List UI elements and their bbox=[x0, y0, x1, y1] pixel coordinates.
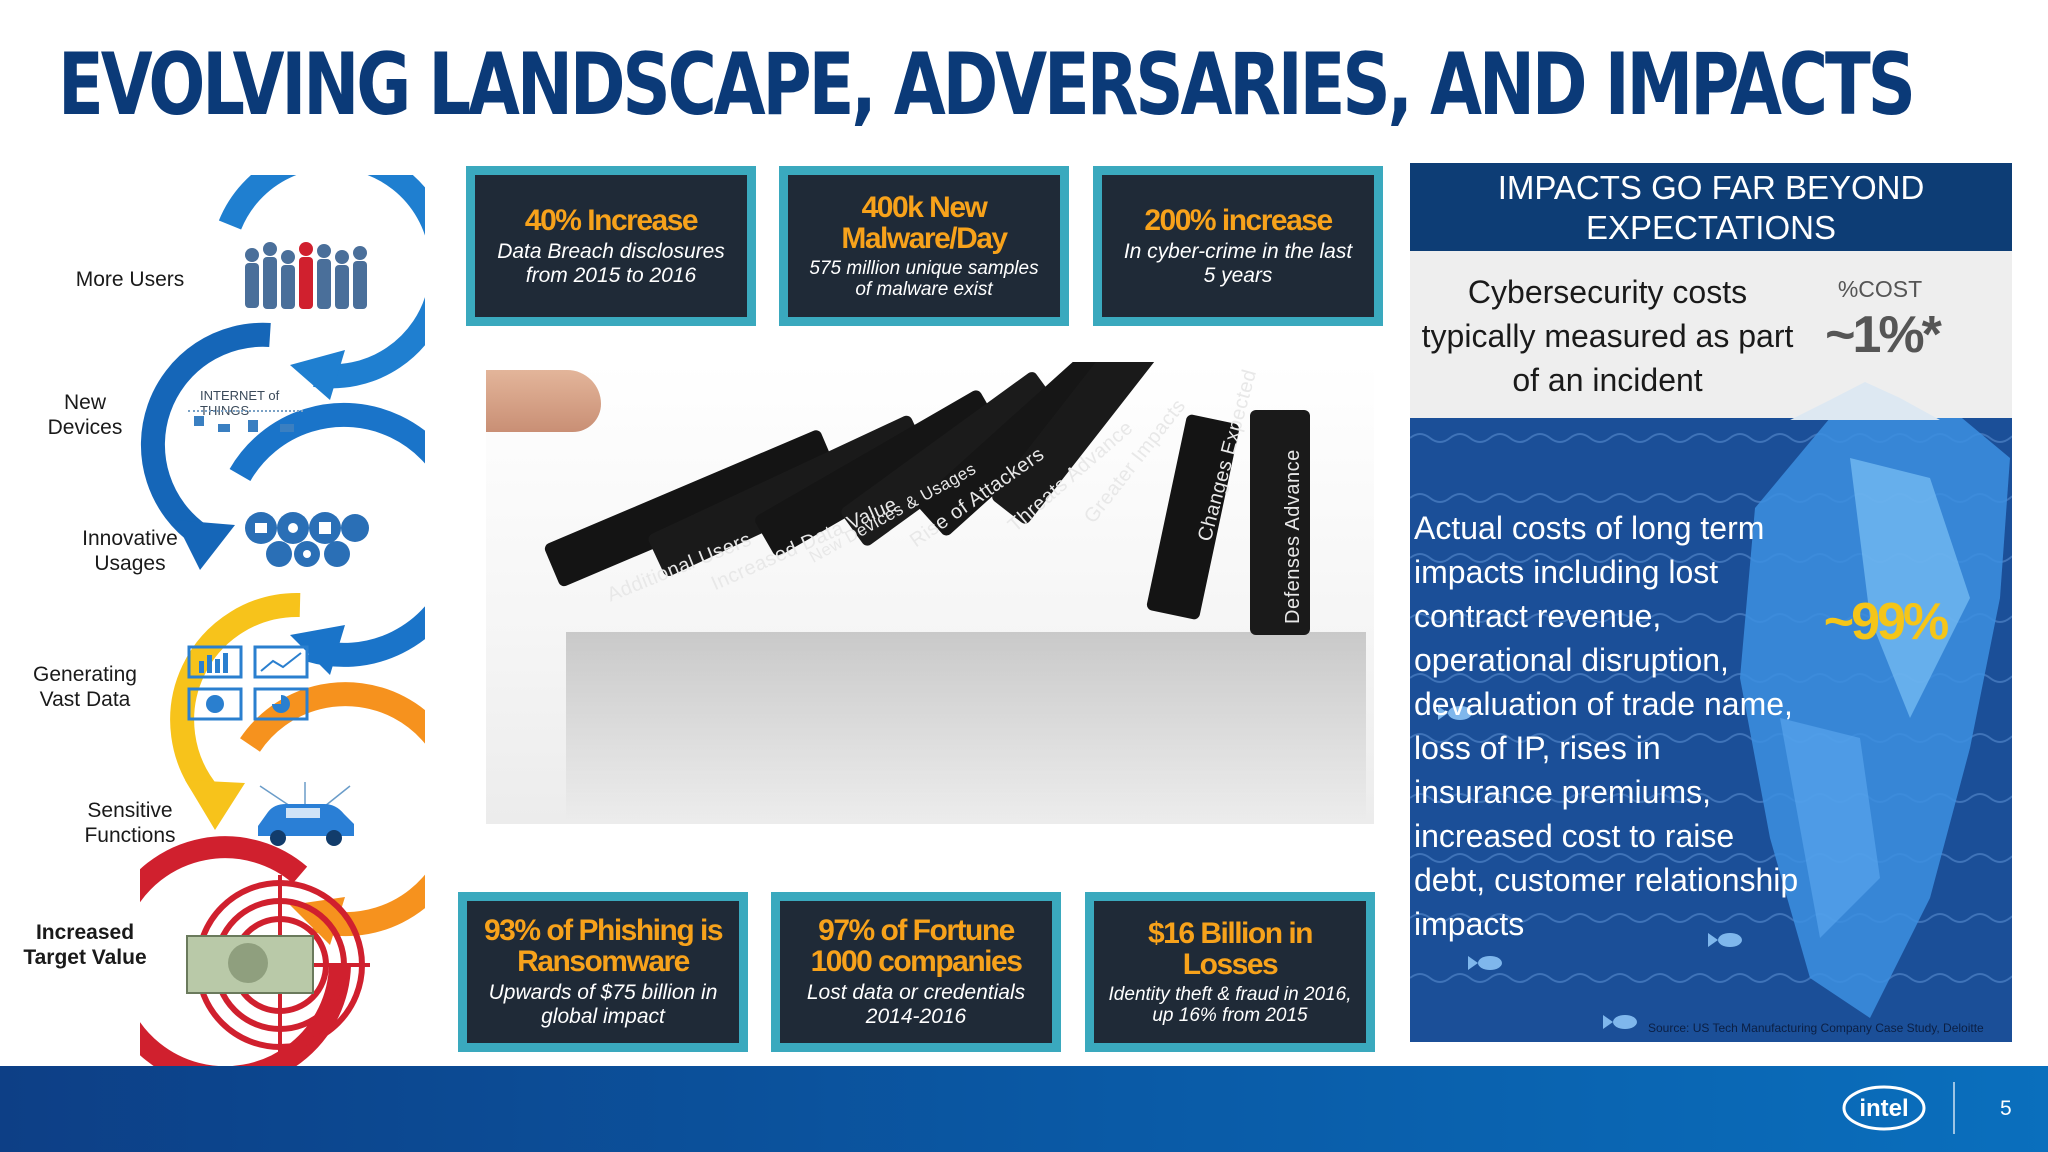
sea-background bbox=[1410, 418, 2012, 1042]
flow-arrow-head-1 bbox=[290, 350, 345, 400]
footer-divider bbox=[1953, 1082, 1955, 1134]
finger-shape bbox=[486, 370, 601, 432]
stat-card-headline: 97% of Fortune 1000 companies bbox=[810, 914, 1023, 978]
stat-card-cybercrime: 200% increase In cyber-crime in the last… bbox=[1093, 166, 1383, 326]
flow-label-sensitive-functions: Sensitive Functions bbox=[84, 799, 176, 847]
iceberg-tip bbox=[1790, 382, 1940, 420]
flow-label-increased-target-value: Increased Target Value bbox=[23, 921, 147, 969]
domino-8 bbox=[1250, 410, 1310, 635]
flow-arrow-4 bbox=[170, 592, 301, 803]
stat-card-subtext: In cyber-crime in the last 5 years bbox=[1123, 239, 1353, 287]
impact-header: IMPACTS GO FAR BEYOND EXPECTATIONS bbox=[1410, 163, 2012, 251]
stat-card-headline: 200% increase bbox=[1144, 203, 1333, 237]
flow-arrow-2 bbox=[140, 322, 271, 545]
flow-arrows bbox=[140, 175, 425, 1070]
flow-arrow-1 bbox=[218, 175, 425, 389]
cost-text: Cybersecurity costs typically measured a… bbox=[1421, 274, 1794, 398]
intel-logo-text: intel bbox=[1859, 1095, 1908, 1122]
stat-card-subtext: Data Breach disclosures from 2015 to 201… bbox=[497, 239, 725, 287]
stat-card-losses: $16 Billion in Losses Identity theft & f… bbox=[1085, 892, 1375, 1052]
stat-card-subtext: 575 million unique samples of malware ex… bbox=[809, 258, 1039, 300]
internet-of-things-icon: INTERNET of THINGS bbox=[188, 380, 303, 450]
domino-photo: Additional Users Increased Data Value Ne… bbox=[486, 362, 1374, 824]
footer-bar bbox=[0, 1066, 2048, 1152]
flow-arrow-head-5 bbox=[290, 897, 345, 945]
dollar-target-icon bbox=[186, 935, 314, 994]
cost-value: ~1%* bbox=[1825, 306, 1942, 364]
fish-icons bbox=[1438, 706, 1742, 1029]
stat-card-headline: 40% Increase bbox=[524, 203, 699, 237]
cost-label: %COST bbox=[1837, 276, 1923, 302]
flow-arrow-3 bbox=[229, 402, 425, 667]
long-term-impacts-text: Actual costs of long term impacts includ… bbox=[1414, 510, 1799, 942]
flow-label-generating-vast-data: Generating Vast Data bbox=[33, 663, 137, 711]
slide-title: EVOLVING LANDSCAPE, ADVERSARIES, AND IMP… bbox=[58, 35, 1916, 135]
stat-card-headline: 400k New Malware/Day bbox=[841, 191, 1008, 255]
stat-card-headline: $16 Billion in Losses bbox=[1147, 917, 1314, 981]
page-number: 5 bbox=[2000, 1097, 2012, 1120]
stat-card-subtext: Upwards of $75 billion in global impact bbox=[488, 981, 718, 1028]
crowd-icon bbox=[245, 242, 367, 309]
domino-label-defenses-advance: Defenses Advance bbox=[1282, 449, 1304, 624]
flow-label-new-devices: New Devices bbox=[47, 391, 123, 439]
flow-label-more-users: More Users bbox=[75, 268, 185, 291]
stat-card-subtext: Lost data or credentials 2014-2016 bbox=[806, 981, 1026, 1028]
stat-card-fortune: 97% of Fortune 1000 companies Lost data … bbox=[771, 892, 1061, 1052]
stat-card-headline: 93% of Phishing is Ransomware bbox=[483, 914, 724, 978]
stat-card-phishing: 93% of Phishing is Ransomware Upwards of… bbox=[458, 892, 748, 1052]
stat-card-malware: 400k New Malware/Day 575 million unique … bbox=[779, 166, 1069, 326]
domino-reflection bbox=[566, 632, 1366, 822]
source-note: Source: US Tech Manufacturing Company Ca… bbox=[1648, 1021, 1984, 1035]
flow-arrow-5 bbox=[240, 682, 425, 937]
data-monitors-icon bbox=[187, 645, 309, 721]
usage-circles-icon bbox=[245, 512, 369, 567]
wave-pattern bbox=[1410, 418, 2012, 1029]
stat-card-subtext: Identity theft & fraud in 2016, up 16% f… bbox=[1108, 984, 1352, 1026]
intel-logo: intel bbox=[1842, 1085, 1926, 1131]
connected-car-icon bbox=[258, 782, 354, 846]
flow-arrow-head-4 bbox=[185, 780, 245, 830]
cost-box bbox=[1410, 251, 2012, 418]
stat-card-breach: 40% Increase Data Breach disclosures fro… bbox=[466, 166, 756, 326]
flow-arrow-head-2 bbox=[175, 520, 235, 570]
long-term-value: ~99% bbox=[1823, 593, 1949, 651]
flow-arrow-head-3 bbox=[290, 625, 345, 675]
flow-label-innovative-usages: Innovative Usages bbox=[82, 527, 178, 575]
